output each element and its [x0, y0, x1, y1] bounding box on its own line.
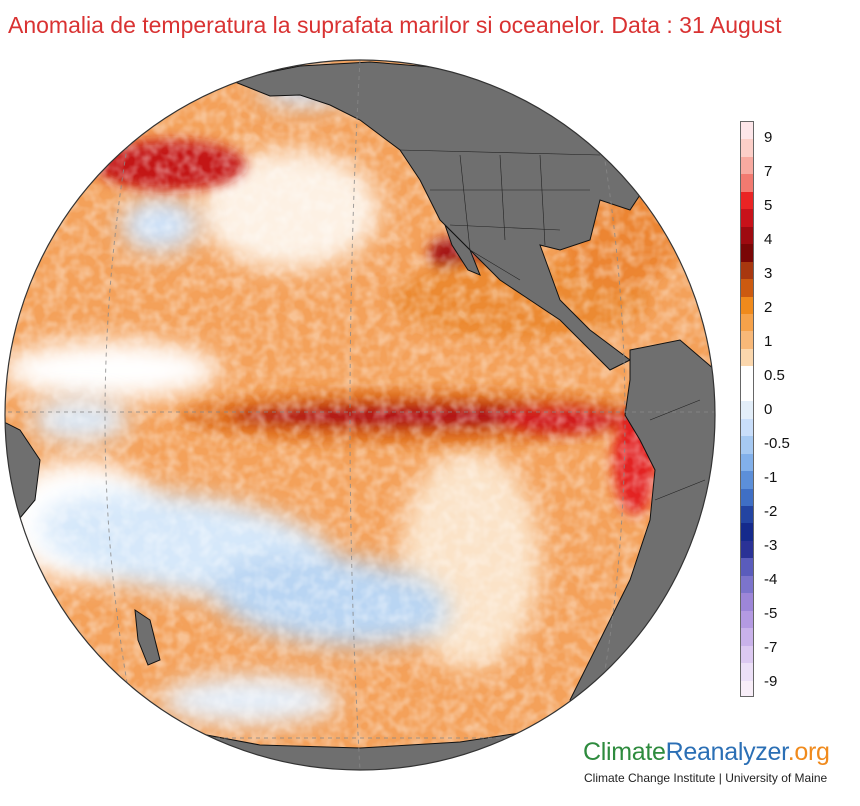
brand-part-org: .org	[787, 738, 830, 766]
legend-swatch	[741, 296, 753, 314]
legend-swatch	[741, 680, 753, 696]
legend-swatch	[741, 575, 753, 594]
legend-swatch	[741, 540, 753, 559]
legend-swatch	[741, 191, 753, 210]
brand-part-reanalyzer: Reanalyzer	[665, 738, 788, 766]
color-scale-bar	[740, 121, 754, 697]
legend-label: 2	[764, 299, 773, 316]
legend-swatch	[741, 488, 753, 506]
legend-swatch	[741, 331, 753, 349]
legend-label: -5	[764, 605, 778, 622]
legend-swatch	[741, 383, 753, 402]
legend-label: 9	[764, 129, 773, 146]
legend-swatch	[741, 505, 753, 524]
legend-label: 3	[764, 265, 773, 282]
globe-outline	[4, 59, 716, 771]
legend-swatch	[741, 122, 753, 140]
institution-credit: Climate Change Institute | University of…	[584, 771, 828, 785]
legend-swatch	[741, 663, 753, 681]
brand-logo[interactable]: ClimateReanalyzer.org	[583, 738, 830, 767]
legend-label: 0.5	[764, 367, 785, 384]
legend-swatch	[741, 401, 753, 419]
legend-swatch	[741, 593, 753, 611]
legend-swatch	[741, 453, 753, 472]
legend-label: 4	[764, 231, 773, 248]
baja-california	[444, 224, 481, 276]
legend-label: -7	[764, 639, 778, 656]
legend-swatch	[741, 313, 753, 332]
legend-swatch	[741, 558, 753, 576]
legend-swatch	[741, 226, 753, 245]
legend-swatch	[741, 366, 753, 384]
legend-swatch	[741, 279, 753, 297]
legend-swatch	[741, 418, 753, 437]
legend-swatch	[741, 628, 753, 646]
political-borders	[399, 149, 706, 501]
legend-swatch	[741, 610, 753, 629]
legend-label: 5	[764, 197, 773, 214]
legend-swatch	[741, 261, 753, 280]
legend-swatch	[741, 471, 753, 489]
legend-swatch	[741, 156, 753, 175]
legend-label: -9	[764, 673, 778, 690]
legend-label: 0	[764, 401, 773, 418]
legend-label: -3	[764, 537, 778, 554]
graticule	[5, 60, 715, 770]
legend-label: -1	[764, 469, 778, 486]
antarctica	[179, 729, 541, 770]
legend-label: -2	[764, 503, 778, 520]
map-title: Anomalia de temperatura la suprafata mar…	[8, 12, 782, 38]
legend-swatch	[741, 436, 753, 454]
legend-swatch	[741, 244, 753, 262]
south-america	[569, 339, 715, 721]
brand-part-climate: Climate	[583, 738, 666, 766]
legend-swatch	[741, 174, 753, 192]
legend-label: 1	[764, 333, 773, 350]
legend-swatch	[741, 645, 753, 664]
legend-label: 7	[764, 163, 773, 180]
legend-swatch	[741, 139, 753, 157]
legend-label: -0.5	[764, 435, 790, 452]
legend-swatch	[741, 523, 753, 541]
legend-label: -4	[764, 571, 778, 588]
new-zealand	[134, 608, 161, 666]
legend-swatch	[741, 348, 753, 367]
legend-swatch	[741, 209, 753, 227]
